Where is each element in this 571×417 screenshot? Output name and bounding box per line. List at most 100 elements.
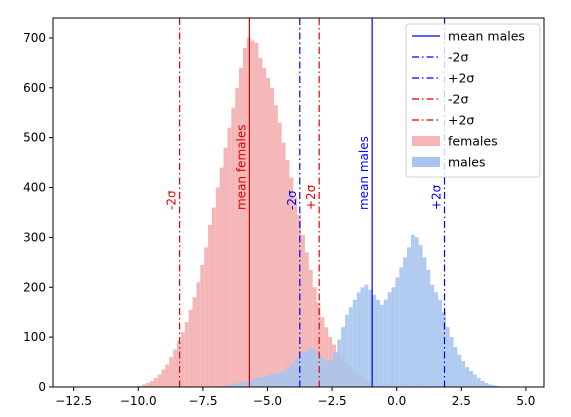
males-bar [453,347,458,387]
females-bar [304,252,309,387]
females-bar [289,177,294,387]
females-bar [157,374,162,387]
females-bar [312,287,317,387]
females-bar [180,332,185,387]
females-bar [149,381,154,387]
males-bar [488,384,493,387]
males-bar [426,269,431,387]
females-bar [266,77,271,388]
males-bar [418,244,423,387]
males-bar [325,361,330,387]
males-bar [465,367,470,387]
males-bar [461,361,466,387]
males-bar [422,257,427,387]
females-bar [142,384,147,387]
vline-label: mean females [234,125,248,210]
males-bar [267,374,272,387]
females-bar [316,302,321,387]
females-bar [254,42,259,387]
females-bar [320,317,325,387]
males-bar [476,378,481,387]
females-bar [297,214,302,387]
males-bar [376,299,380,387]
females-bar [308,269,313,387]
y-tick-label: 200 [23,280,46,294]
males-bar [441,312,446,387]
males-bar [399,267,404,387]
females-bar [169,357,174,387]
males-bar [224,385,229,387]
males-bar [492,385,497,387]
y-tick-label: 100 [23,330,46,344]
males-bar [368,289,373,387]
x-axis-ticks: −12.5 −10.0 −7.5 −5.0 −2.5 0.0 2.5 5.0 [55,387,535,408]
females-bar [262,67,267,387]
females-bar [250,40,255,388]
males-bar [314,350,318,387]
vline-label: +2σ [430,184,444,210]
males-bar [364,284,369,387]
y-tick-label: 400 [23,181,46,195]
females-bar [246,37,251,387]
males-bar [317,354,322,387]
legend-patch-swatch [412,157,440,167]
males-bar [302,352,307,387]
legend-label: +2σ [448,71,474,86]
y-tick-label: 300 [23,230,46,244]
females-bar [227,127,232,388]
females-bar [146,383,150,387]
males-bar [414,237,419,387]
males-bar [236,383,241,387]
females-bar [215,187,220,387]
legend-label: -2σ [448,50,468,65]
x-tick-label: −2.5 [318,394,347,408]
females-bar [270,87,274,387]
males-bar [290,363,295,387]
males-bar [383,299,388,387]
vline-label: -2σ [165,190,179,210]
males-bar [345,314,349,387]
males-bar [445,327,450,387]
males-bar [457,354,462,387]
vline-label: -2σ [285,190,299,210]
males-bar [391,287,396,387]
males-bar [341,327,346,387]
males-bar [282,370,287,387]
females-bar [177,341,181,387]
males-bar [434,292,439,387]
y-axis-ticks: 0 100 200 300 400 500 600 700 [23,31,53,394]
males-bar [449,337,454,387]
males-bar [310,348,315,387]
females-bar [165,364,170,387]
legend-label: males [448,155,486,170]
males-bar [337,339,342,387]
x-tick-label: 5.0 [516,394,535,408]
males-bar [395,277,400,387]
females-bar [277,122,282,387]
males-bar [294,359,299,387]
females-series [138,37,395,388]
females-bar [324,327,329,387]
legend-label: females [448,134,498,149]
y-tick-label: 600 [23,81,46,95]
males-bar [255,378,260,387]
males-bar [469,371,473,387]
males-bar [259,377,264,387]
x-tick-label: −5.0 [253,394,282,408]
males-bar [321,358,326,387]
males-bar [438,299,442,387]
axes-frame [52,17,545,388]
females-bar [196,282,201,387]
males-bar [410,234,415,387]
females-bar [273,105,278,387]
females-bar [281,142,286,387]
females-bar [301,234,305,387]
females-bar [231,107,236,387]
males-bar [232,383,237,387]
males-bar [228,384,233,387]
females-bar [223,147,228,387]
males-bar [480,381,485,387]
males-bar [407,247,411,387]
y-tick-label: 0 [38,380,46,394]
